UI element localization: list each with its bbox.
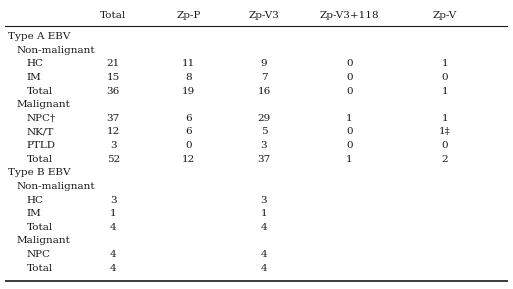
Text: 0: 0: [346, 141, 353, 150]
Text: 4: 4: [261, 264, 267, 273]
Text: Zp-V3: Zp-V3: [249, 11, 280, 20]
Text: 3: 3: [261, 196, 267, 205]
Text: Total: Total: [27, 155, 53, 164]
Text: 37: 37: [258, 155, 271, 164]
Text: 37: 37: [107, 114, 120, 123]
Text: 1: 1: [346, 114, 353, 123]
Text: 4: 4: [261, 250, 267, 259]
Text: 1‡: 1‡: [439, 127, 451, 136]
Text: 52: 52: [107, 155, 120, 164]
Text: Total: Total: [100, 11, 126, 20]
Text: 29: 29: [258, 114, 271, 123]
Text: Non-malignant: Non-malignant: [17, 182, 95, 191]
Text: 19: 19: [182, 87, 195, 96]
Text: Malignant: Malignant: [17, 100, 71, 109]
Text: 21: 21: [107, 60, 120, 68]
Text: 0: 0: [185, 141, 192, 150]
Text: 0: 0: [346, 73, 353, 82]
Text: 1: 1: [442, 114, 448, 123]
Text: Non-malignant: Non-malignant: [17, 46, 95, 55]
Text: NPC†: NPC†: [27, 114, 56, 123]
Text: 1: 1: [261, 209, 267, 218]
Text: Malignant: Malignant: [17, 236, 71, 245]
Text: PTLD: PTLD: [27, 141, 56, 150]
Text: 4: 4: [110, 250, 116, 259]
Text: IM: IM: [27, 73, 42, 82]
Text: Zp-P: Zp-P: [176, 11, 201, 20]
Text: 9: 9: [261, 60, 267, 68]
Text: Zp-V: Zp-V: [433, 11, 457, 20]
Text: HC: HC: [27, 196, 44, 205]
Text: 4: 4: [261, 223, 267, 232]
Text: Total: Total: [27, 87, 53, 96]
Text: 3: 3: [110, 141, 116, 150]
Text: 12: 12: [107, 127, 120, 136]
Text: 16: 16: [258, 87, 271, 96]
Text: 1: 1: [346, 155, 353, 164]
Text: 8: 8: [185, 73, 192, 82]
Text: 0: 0: [442, 73, 448, 82]
Text: NPC: NPC: [27, 250, 51, 259]
Text: Zp-V3+118: Zp-V3+118: [320, 11, 379, 20]
Text: 11: 11: [182, 60, 195, 68]
Text: 3: 3: [261, 141, 267, 150]
Text: 0: 0: [346, 60, 353, 68]
Text: Type A EBV: Type A EBV: [8, 32, 70, 41]
Text: 0: 0: [442, 141, 448, 150]
Text: 2: 2: [442, 155, 448, 164]
Text: 36: 36: [107, 87, 120, 96]
Text: 3: 3: [110, 196, 116, 205]
Text: NK/T: NK/T: [27, 127, 54, 136]
Text: 7: 7: [261, 73, 267, 82]
Text: HC: HC: [27, 60, 44, 68]
Text: 6: 6: [185, 114, 192, 123]
Text: 1: 1: [110, 209, 116, 218]
Text: 15: 15: [107, 73, 120, 82]
Text: 4: 4: [110, 223, 116, 232]
Text: 12: 12: [182, 155, 195, 164]
Text: 4: 4: [110, 264, 116, 273]
Text: Type B EBV: Type B EBV: [8, 168, 70, 177]
Text: 1: 1: [442, 87, 448, 96]
Text: 1: 1: [442, 60, 448, 68]
Text: 0: 0: [346, 127, 353, 136]
Text: Total: Total: [27, 223, 53, 232]
Text: 0: 0: [346, 87, 353, 96]
Text: Total: Total: [27, 264, 53, 273]
Text: 6: 6: [185, 127, 192, 136]
Text: IM: IM: [27, 209, 42, 218]
Text: 5: 5: [261, 127, 267, 136]
